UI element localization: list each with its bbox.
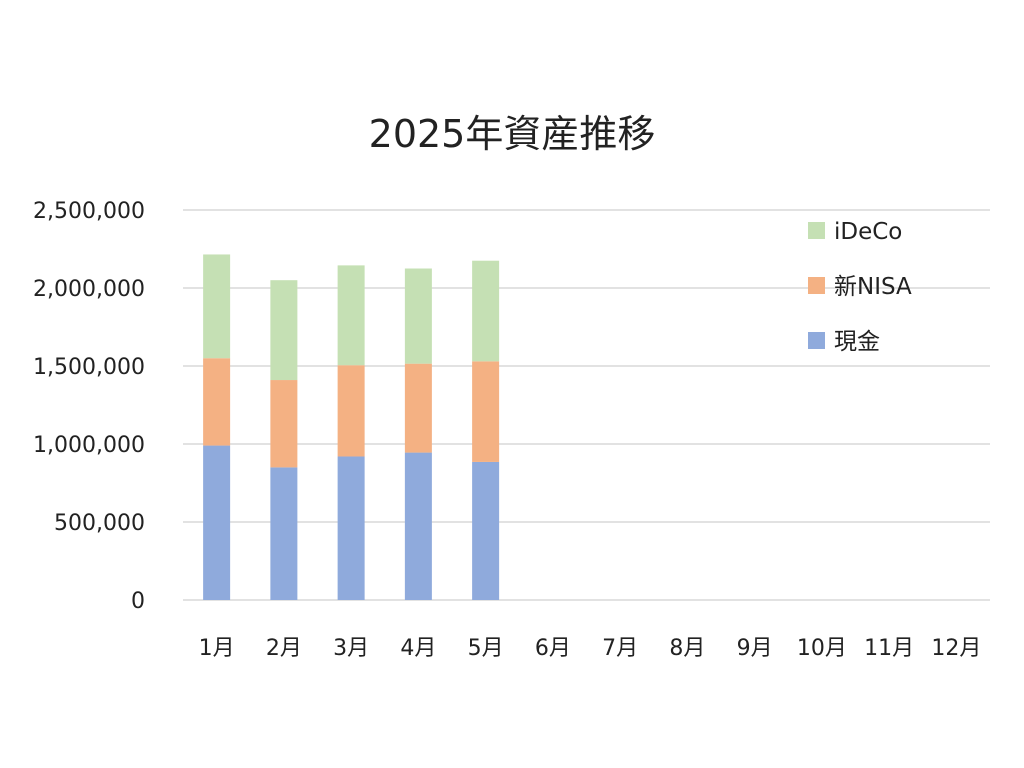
bar-2-5 — [472, 361, 500, 462]
chart-title: 2025年資産推移 — [369, 112, 656, 156]
bar-2-2 — [270, 380, 298, 468]
bar-3-2 — [270, 280, 298, 381]
legend-label-3: iDeCo — [834, 219, 902, 245]
x-tick-label: 5月 — [468, 636, 504, 661]
legend-swatch-2 — [808, 277, 825, 294]
x-tick-label: 2月 — [266, 636, 302, 661]
bar-2-1 — [203, 358, 231, 446]
bar-1-3 — [337, 456, 365, 600]
x-tick-label: 4月 — [400, 636, 436, 661]
x-tick-label: 6月 — [535, 636, 571, 661]
x-tick-label: 12月 — [931, 636, 981, 661]
y-tick-label: 0 — [131, 589, 145, 614]
x-tick-label: 8月 — [669, 636, 705, 661]
bar-2-4 — [404, 363, 432, 453]
bar-3-4 — [404, 268, 432, 364]
y-tick-label: 1,000,000 — [33, 433, 145, 458]
x-tick-label: 3月 — [333, 636, 369, 661]
y-tick-label: 1,500,000 — [33, 355, 145, 380]
bar-1-1 — [203, 445, 231, 600]
bar-3-3 — [337, 265, 365, 366]
bar-3-5 — [472, 260, 500, 362]
x-tick-label: 7月 — [602, 636, 638, 661]
legend-label-1: 現金 — [834, 329, 880, 355]
legend-swatch-1 — [808, 332, 825, 349]
x-tick-label: 9月 — [737, 636, 773, 661]
bar-2-3 — [337, 365, 365, 457]
y-tick-label: 500,000 — [54, 511, 145, 536]
bar-3-1 — [203, 254, 231, 359]
bar-1-2 — [270, 467, 298, 600]
x-axis-ticks: 1月 2月 3月 4月 5月 6月 7月 8月 9月 10月 11月 12月 — [199, 636, 982, 661]
legend-label-2: 新NISA — [834, 274, 912, 300]
y-tick-label: 2,000,000 — [33, 277, 145, 302]
y-axis-ticks: 0 500,000 1,000,000 1,500,000 2,000,000 2,500… — [33, 199, 145, 614]
legend: iDeCo 新NISA 現金 — [808, 219, 912, 355]
legend-swatch-3 — [808, 222, 825, 239]
y-tick-label: 2,500,000 — [33, 199, 145, 224]
x-tick-label: 10月 — [797, 636, 847, 661]
gridlines — [183, 209, 990, 601]
bars — [203, 254, 500, 600]
bar-1-4 — [404, 452, 432, 600]
x-tick-label: 1月 — [199, 636, 235, 661]
bar-1-5 — [472, 461, 500, 600]
x-tick-label: 11月 — [864, 636, 914, 661]
